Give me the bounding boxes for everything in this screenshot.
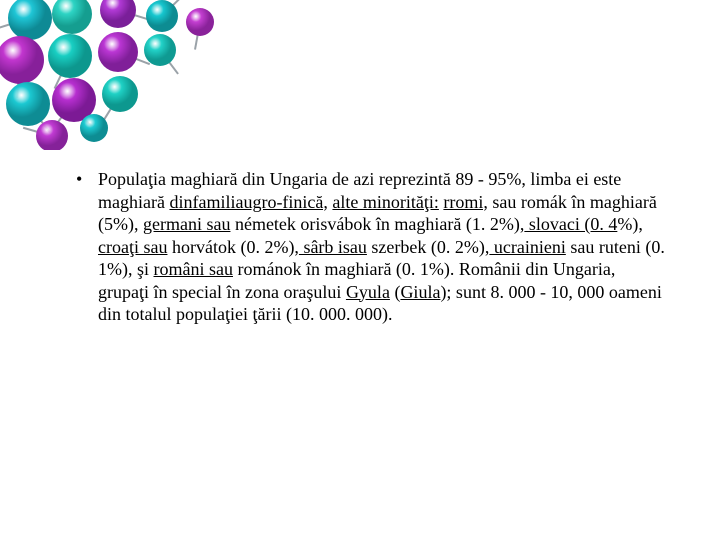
- underlined-text: români sau: [154, 259, 233, 279]
- underlined-text: slovaci (0. 4: [524, 214, 617, 234]
- underlined-text: germani sau: [143, 214, 230, 234]
- bullet-item: • Populaţia maghiară din Ungaria de azi …: [70, 168, 670, 326]
- body-text: Populaţia maghiară din Ungaria de azi re…: [98, 168, 670, 326]
- plain-text: szerbek (0. 2%),: [367, 237, 489, 257]
- underlined-text: dinfamiliaugro-finică,: [169, 192, 327, 212]
- underlined-text: rromi,: [443, 192, 488, 212]
- underlined-text: Giula: [400, 282, 440, 302]
- underlined-text: sârb isau: [299, 237, 367, 257]
- underlined-text: croaţi sau: [98, 237, 167, 257]
- bullet-marker: •: [70, 168, 98, 191]
- underlined-text: ucrainieni: [489, 237, 565, 257]
- plain-text: németek orisvábok în maghiară (1. 2%),: [230, 214, 524, 234]
- underlined-text: alte minorităţi:: [332, 192, 438, 212]
- pushpins-decoration: [0, 0, 230, 150]
- plain-text: horvátok (0. 2%),: [167, 237, 298, 257]
- plain-text: (: [390, 282, 401, 302]
- plain-text: %),: [617, 214, 643, 234]
- underlined-text: Gyula: [346, 282, 390, 302]
- slide-content: • Populaţia maghiară din Ungaria de azi …: [70, 168, 670, 326]
